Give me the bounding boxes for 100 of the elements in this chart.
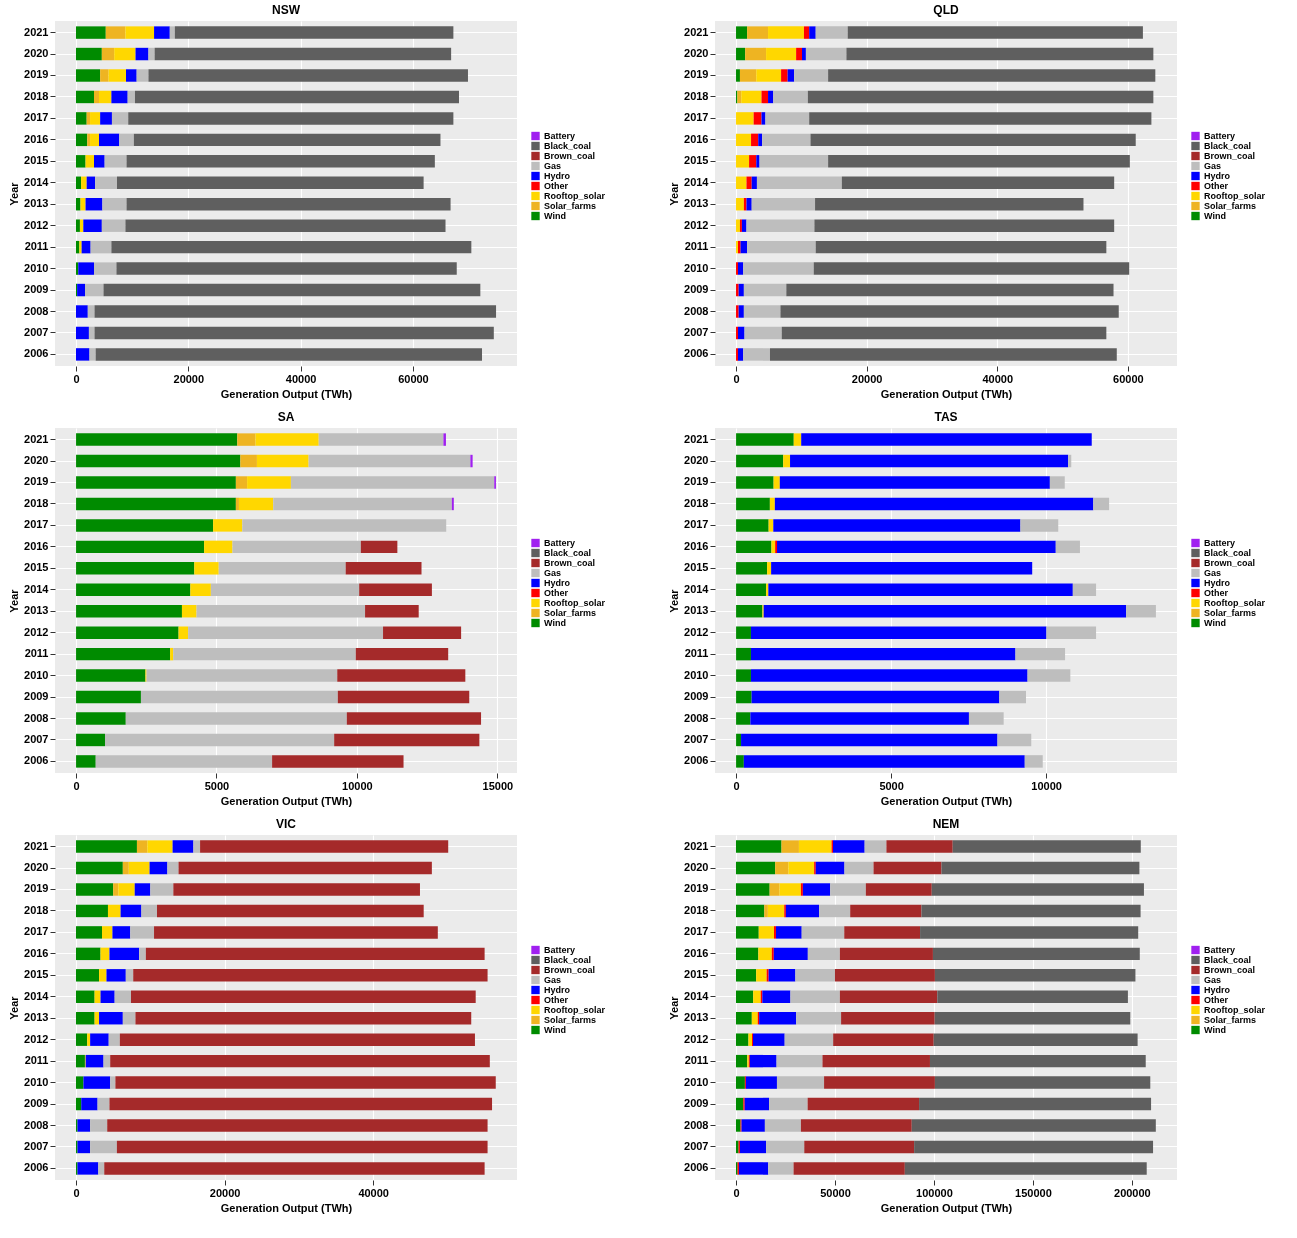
legend-label: Wind [544, 618, 566, 628]
y-tick-label: 2015 [24, 154, 49, 167]
y-tick-label: 2015 [24, 561, 49, 574]
y-tick-label: 2018 [684, 89, 709, 102]
x-axis-title: Generation Output (TWh) [220, 387, 353, 400]
legend-label: Battery [1204, 131, 1236, 141]
y-tick-label: 2006 [24, 1161, 49, 1174]
y-tick-label: 2010 [684, 668, 709, 681]
legend-label: Hydro [1204, 985, 1231, 995]
chart-title: VIC [275, 817, 297, 831]
y-tick-label: 2015 [684, 968, 709, 981]
x-tick-label: 10000 [1031, 779, 1062, 792]
x-tick-label: 0 [73, 1186, 80, 1199]
chart-title: NEM [932, 817, 960, 831]
y-tick-label: 2012 [24, 625, 49, 638]
x-tick-label: 20000 [209, 1186, 241, 1199]
legend-label: Gas [1204, 568, 1222, 578]
legend-label: Other [1204, 588, 1229, 598]
legend-label: Other [1204, 995, 1229, 1005]
x-axis-title: Generation Output (TWh) [220, 1201, 353, 1214]
y-axis-title: Year [8, 995, 21, 1020]
x-tick-label: 150000 [1015, 1186, 1052, 1199]
legend-label: Hydro [544, 578, 571, 588]
legend-label: Black_coal [1204, 548, 1252, 558]
legend-label: Rooftop_solar [544, 191, 606, 201]
y-tick-label: 2014 [684, 582, 710, 595]
y-axis-title: Year [668, 995, 681, 1020]
y-tick-label: 2017 [24, 518, 49, 531]
legend-label: Black_coal [1204, 141, 1252, 151]
legend-label: Solar_farms [544, 608, 597, 618]
y-tick-label: 2013 [24, 604, 49, 617]
legend-label: Rooftop_solar [1204, 1005, 1266, 1015]
y-tick-label: 2020 [24, 861, 49, 874]
y-tick-label: 2011 [684, 1054, 709, 1067]
legend-label: Hydro [1204, 578, 1231, 588]
y-tick-label: 2007 [24, 325, 49, 338]
y-axis-title: Year [8, 588, 21, 613]
x-tick-label: 100000 [916, 1186, 953, 1199]
y-tick-label: 2019 [24, 882, 49, 895]
legend-label: Brown_coal [1204, 151, 1256, 161]
legend-label: Solar_farms [544, 201, 597, 211]
y-tick-label: 2015 [684, 561, 709, 574]
y-tick-label: 2009 [684, 1097, 709, 1110]
y-tick-label: 2018 [684, 496, 709, 509]
y-tick-label: 2006 [684, 754, 709, 767]
legend-label: Gas [1204, 161, 1222, 171]
y-tick-label: 2009 [684, 690, 709, 703]
y-tick-label: 2008 [684, 1118, 709, 1131]
legend-label: Other [544, 181, 569, 191]
y-axis-title: Year [668, 181, 681, 206]
y-tick-label: 2013 [684, 197, 709, 210]
y-tick-label: 2016 [684, 132, 709, 145]
y-tick-label: 2017 [24, 111, 49, 124]
y-tick-label: 2012 [24, 218, 49, 231]
y-tick-label: 2008 [24, 1118, 49, 1131]
legend-label: Brown_coal [544, 965, 596, 975]
y-tick-label: 2011 [684, 647, 709, 660]
legend-label: Rooftop_solar [1204, 191, 1266, 201]
y-tick-label: 2009 [684, 283, 709, 296]
legend-label: Wind [1204, 1025, 1226, 1035]
y-tick-label: 2006 [24, 347, 49, 360]
legend-label: Other [544, 995, 569, 1005]
x-tick-label: 15000 [482, 779, 514, 792]
legend-label: Brown_coal [1204, 965, 1256, 975]
y-tick-label: 2010 [684, 1075, 709, 1088]
y-tick-label: 2019 [684, 475, 709, 488]
y-tick-label: 2014 [24, 989, 50, 1002]
legend-label: Gas [1204, 975, 1222, 985]
y-tick-label: 2020 [24, 47, 49, 60]
legend-label: Battery [1204, 538, 1236, 548]
y-tick-label: 2010 [24, 668, 49, 681]
y-tick-label: 2020 [24, 454, 49, 467]
y-tick-label: 2009 [24, 283, 49, 296]
y-tick-label: 2013 [684, 1011, 709, 1024]
legend-label: Brown_coal [544, 558, 596, 568]
x-tick-label: 20000 [173, 372, 205, 385]
y-tick-label: 2009 [24, 690, 49, 703]
y-tick-label: 2020 [684, 454, 709, 467]
y-tick-label: 2016 [684, 946, 709, 959]
y-tick-label: 2016 [24, 539, 49, 552]
y-tick-label: 2007 [684, 1139, 709, 1152]
y-tick-label: 2018 [24, 89, 49, 102]
y-tick-label: 2021 [24, 432, 49, 445]
x-axis-title: Generation Output (TWh) [880, 1201, 1013, 1214]
legend-label: Gas [544, 975, 562, 985]
y-tick-label: 2017 [684, 111, 709, 124]
legend-label: Battery [544, 131, 576, 141]
y-tick-label: 2017 [684, 518, 709, 531]
y-tick-label: 2009 [24, 1097, 49, 1110]
legend-label: Solar_farms [544, 1015, 597, 1025]
y-tick-label: 2012 [684, 218, 709, 231]
y-axis-title: Year [8, 181, 21, 206]
y-tick-label: 2020 [684, 861, 709, 874]
y-tick-label: 2011 [24, 647, 49, 660]
x-tick-label: 40000 [285, 372, 317, 385]
y-tick-label: 2021 [684, 432, 709, 445]
x-tick-label: 20000 [851, 372, 883, 385]
y-tick-label: 2011 [24, 1054, 49, 1067]
y-tick-label: 2017 [684, 925, 709, 938]
y-tick-label: 2006 [24, 754, 49, 767]
